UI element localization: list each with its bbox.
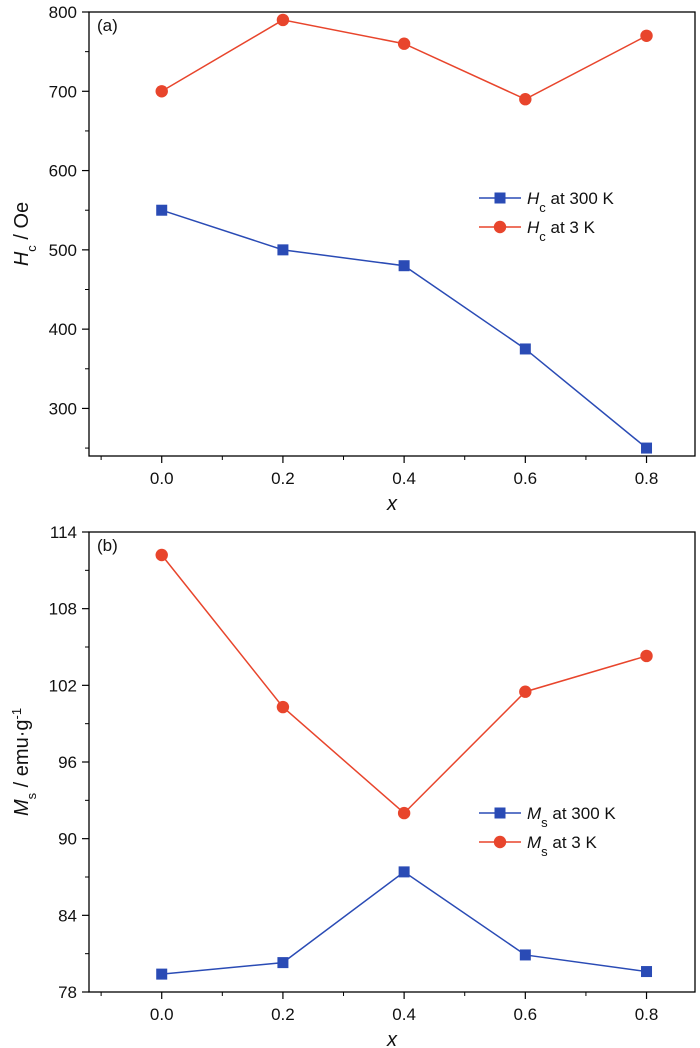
data-point-square [156, 968, 168, 980]
y-tick-label: 500 [49, 241, 77, 260]
legend-label: Ms at 3 K [527, 833, 597, 859]
y-axis-title: Hc / Oe [11, 202, 39, 266]
series-line [161, 19, 647, 101]
x-tick-label: 0.2 [271, 1005, 295, 1024]
chart-panel-b: 0.0 0.2 0.4 0.6 0.8 78 84 90 96 102 108 114 (b) x Ms /… [9, 523, 696, 1048]
data-point-circle [640, 649, 653, 663]
series-line [161, 870, 647, 975]
series-300K [156, 204, 653, 454]
data-point-square [519, 949, 531, 961]
plot-frame [88, 11, 696, 457]
panel-label: (a) [97, 16, 118, 35]
x-axis-title: x [386, 493, 398, 515]
data-point-circle [519, 685, 532, 698]
y-tick-label: 84 [58, 906, 77, 925]
data-point-square [641, 966, 653, 978]
series-300K [156, 866, 653, 980]
x-tick-label: 0.0 [150, 469, 174, 488]
series-line [161, 209, 647, 449]
x-tick-label: 0.0 [150, 1005, 174, 1024]
y-tick-label: 300 [49, 399, 77, 418]
x-tick-label: 0.2 [271, 469, 295, 488]
data-point-circle [397, 806, 411, 820]
y-tick-label: 96 [58, 753, 77, 772]
data-point-square [277, 244, 289, 256]
data-point-square [519, 343, 531, 355]
x-tick-label: 0.8 [635, 469, 659, 488]
x-axis-title: x [386, 1029, 398, 1048]
data-point-circle [276, 700, 290, 714]
legend-label: Hc at 3 K [527, 218, 596, 244]
panel-label: (b) [97, 536, 118, 555]
series-line [161, 554, 647, 815]
legend-marker-square [494, 192, 506, 204]
y-tick-label: 90 [58, 830, 77, 849]
y-tick-label: 600 [49, 162, 77, 181]
y-tick-label: 800 [49, 3, 77, 22]
series-3K [155, 13, 653, 106]
x-tick-label: 0.8 [635, 1005, 659, 1024]
data-point-circle [276, 13, 290, 27]
data-point-square [398, 260, 410, 272]
data-point-square [641, 442, 653, 454]
data-point-circle [155, 548, 168, 562]
data-point-circle [397, 37, 411, 50]
data-point-circle [155, 85, 168, 98]
legend-marker-square [494, 807, 506, 819]
legend-label: Hc at 300 K [527, 189, 614, 215]
x-tick-label: 0.6 [513, 1005, 537, 1024]
legend-marker-circle [493, 220, 507, 234]
chart-panel-a: 0.0 0.2 0.4 0.6 0.8 300 400 500 600 700 800 (a) x Hc … [11, 3, 696, 515]
data-point-square [398, 866, 410, 878]
data-point-circle [640, 29, 653, 42]
data-point-circle [519, 93, 532, 106]
legend: Ms at 300 K Ms at 3 K [479, 804, 616, 859]
x-tick-label: 0.6 [513, 469, 537, 488]
y-tick-label: 78 [58, 983, 77, 1002]
x-tick-label: 0.4 [392, 469, 416, 488]
y-tick-label: 108 [49, 600, 77, 619]
y-tick-label: 400 [49, 320, 77, 339]
y-tick-label: 700 [49, 82, 77, 101]
legend-label: Ms at 300 K [527, 804, 616, 830]
y-tick-label: 102 [49, 676, 77, 695]
y-tick-label: 114 [50, 523, 77, 542]
x-tick-label: 0.4 [392, 1005, 416, 1024]
legend: Hc at 300 K Hc at 3 K [479, 189, 614, 244]
series-3K [155, 548, 653, 820]
y-axis-title: Ms / emu·g-1 [9, 708, 39, 816]
data-point-square [277, 957, 289, 969]
data-point-square [156, 204, 168, 216]
plot-frame [88, 531, 696, 993]
legend-marker-circle [493, 835, 507, 849]
